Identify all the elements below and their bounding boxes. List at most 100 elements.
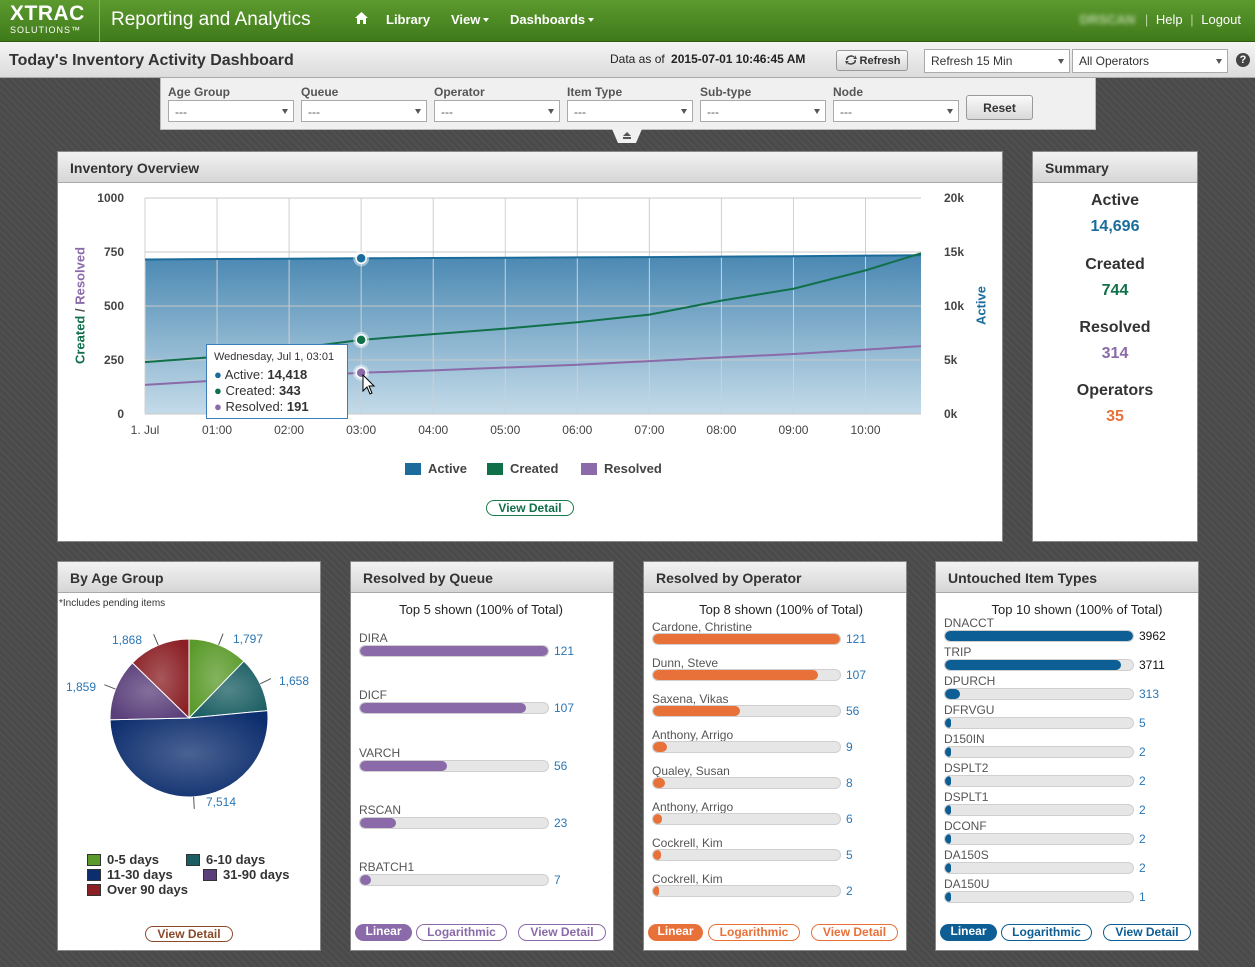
x-axis-tick: 07:00 — [634, 423, 665, 437]
bar-fill — [945, 747, 951, 757]
bar-label: Cockrell, Kim — [652, 872, 723, 886]
chevron-down-icon — [282, 109, 288, 114]
legend-item-created[interactable]: Created — [487, 461, 558, 476]
help-link[interactable]: Help — [1155, 12, 1183, 27]
chevron-down-icon — [483, 18, 490, 22]
legend-label: Created — [510, 461, 559, 476]
bar-track — [944, 746, 1134, 758]
filter-age-group: Age Group --- — [168, 85, 294, 122]
right-axis-label: Active — [973, 285, 989, 326]
pie-legend-11-30[interactable]: 11-30 days — [87, 867, 173, 882]
bar-label: DCONF — [944, 819, 987, 833]
hover-marker-created — [355, 334, 367, 346]
bar-track — [652, 669, 841, 681]
chevron-down-icon — [1216, 59, 1222, 64]
bar-fill — [653, 850, 661, 860]
legend-item-active[interactable]: Active — [405, 461, 467, 476]
item-types-view-detail-button[interactable]: View Detail — [1103, 924, 1191, 941]
home-icon[interactable] — [354, 11, 369, 28]
sub-type-select[interactable]: --- — [700, 100, 826, 122]
chevron-down-icon — [681, 109, 687, 114]
bar-label: VARCH — [359, 745, 401, 760]
x-axis-tick: 05:00 — [490, 423, 521, 437]
summary-active-label: Active — [1090, 192, 1140, 209]
summary-resolved-value: 314 — [1101, 345, 1129, 362]
refresh-button-label: Refresh — [859, 55, 901, 67]
nav-view[interactable]: View — [451, 12, 490, 27]
overview-view-detail-button[interactable]: View Detail — [486, 500, 574, 516]
chevron-down-icon — [947, 109, 953, 114]
bar-fill — [360, 760, 447, 771]
bar-label: Dunn, Steve — [652, 656, 719, 670]
bar-value: 9 — [846, 740, 853, 754]
x-axis-tick: 06:00 — [562, 423, 593, 437]
pie-slice-0 — [188, 638, 245, 720]
legend-label: 31-90 days — [223, 867, 290, 882]
item-type-select[interactable]: --- — [567, 100, 693, 122]
bar-value: 6 — [846, 812, 853, 826]
filter-label: Queue — [301, 85, 339, 99]
x-axis-tick: 01:00 — [202, 423, 233, 437]
refresh-interval-select[interactable]: Refresh 15 Min — [924, 49, 1070, 73]
item-types-linear-button[interactable]: Linear — [940, 924, 997, 941]
pie-legend-6-10[interactable]: 6-10 days — [186, 852, 265, 867]
tooltip-resolved-label: Resolved: — [225, 399, 284, 414]
age-group-pie-chart — [104, 633, 272, 809]
nav-library[interactable]: Library — [386, 12, 431, 27]
bar-fill — [945, 718, 951, 728]
panel-title: Untouched Item Types — [936, 562, 1198, 593]
queue-log-button[interactable]: Logarithmic — [416, 924, 507, 941]
operators-select[interactable]: All Operators — [1072, 49, 1228, 73]
legend-swatch — [487, 462, 503, 475]
bar-fill — [945, 892, 951, 902]
pie-legend-0-5[interactable]: 0-5 days — [87, 852, 159, 867]
tooltip-active-label: Active: — [224, 367, 264, 382]
bar-fill — [360, 646, 548, 656]
tooltip-active: ● Active: 14,418 — [214, 367, 340, 383]
bar-track — [944, 630, 1134, 642]
bar-track — [652, 741, 841, 753]
collapse-filters-tab[interactable] — [612, 129, 642, 143]
queue-linear-button[interactable]: Linear — [355, 924, 412, 941]
operator-select[interactable]: --- — [434, 100, 560, 122]
legend-swatch — [405, 462, 421, 475]
tooltip-active-value: 14,418 — [267, 367, 308, 382]
bar-value: 121 — [554, 644, 575, 658]
pie-legend-31-90[interactable]: 31-90 days — [203, 867, 290, 882]
bar-value: 56 — [554, 758, 568, 773]
bar-label: Cockrell, Kim — [652, 836, 723, 850]
legend-item-resolved[interactable]: Resolved — [581, 461, 662, 476]
legend-swatch — [581, 462, 597, 475]
node-select[interactable]: --- — [833, 100, 959, 122]
bar-track — [652, 849, 841, 861]
item-types-log-button[interactable]: Logarithmic — [1001, 924, 1092, 941]
logo[interactable]: XTRAC SOLUTIONS™ — [0, 0, 100, 42]
refresh-button[interactable]: Refresh — [836, 50, 908, 71]
tooltip-created-label: Created: — [225, 383, 276, 398]
refresh-interval-value: Refresh 15 Min — [931, 54, 1013, 68]
filter-label: Node — [833, 85, 863, 99]
bar-value: 23 — [554, 815, 568, 830]
age-group-select[interactable]: --- — [168, 100, 294, 122]
operator-view-detail-button[interactable]: View Detail — [811, 924, 898, 941]
reset-button[interactable]: Reset — [966, 95, 1033, 120]
filter-node: Node --- — [833, 85, 959, 122]
queue-view-detail-button[interactable]: View Detail — [518, 924, 606, 941]
age-group-view-detail-button[interactable]: View Detail — [145, 926, 233, 942]
legend-label: Resolved — [604, 461, 662, 476]
nav-dashboards[interactable]: Dashboards — [510, 12, 595, 27]
legend-label: 0-5 days — [107, 852, 160, 867]
bar-label: DPURCH — [944, 674, 996, 688]
filter-label: Item Type — [567, 85, 623, 99]
legend-swatch — [87, 883, 101, 896]
filter-operator: Operator --- — [434, 85, 560, 122]
bar-label: Cardone, Christine — [652, 620, 753, 634]
pie-legend-over-90[interactable]: Over 90 days — [87, 882, 188, 897]
bar-fill — [653, 814, 663, 824]
operator-linear-button[interactable]: Linear — [648, 924, 703, 941]
logout-link[interactable]: Logout — [1201, 12, 1241, 27]
summary-panel: Summary Active 14,696 Created 744 Resolv… — [1032, 151, 1198, 542]
help-icon[interactable]: ? — [1236, 53, 1250, 67]
queue-select[interactable]: --- — [301, 100, 427, 122]
operator-log-button[interactable]: Logarithmic — [708, 924, 800, 941]
